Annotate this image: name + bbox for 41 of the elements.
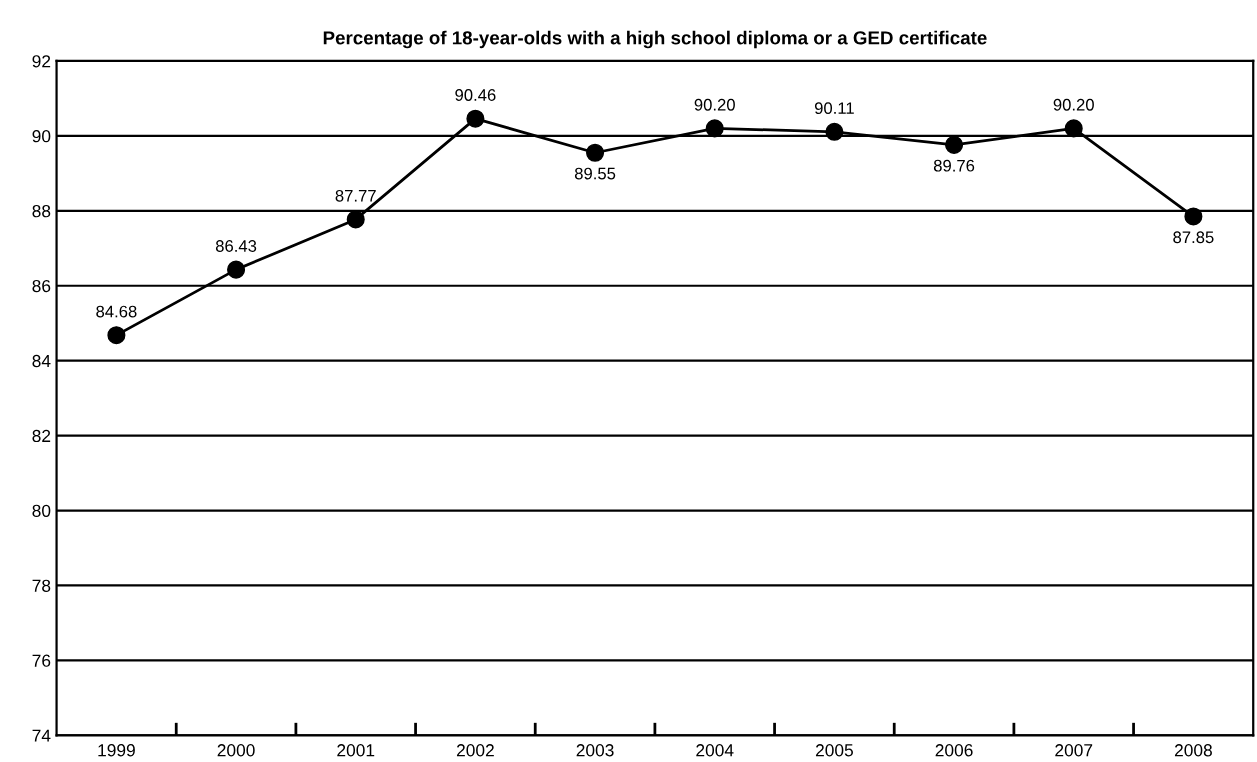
data-label: 90.11 — [814, 102, 854, 115]
x-tick-label: 2007 — [1055, 744, 1093, 757]
point — [825, 122, 844, 141]
x-tick-label: 2003 — [576, 744, 614, 757]
y-tick-label: 78 — [32, 579, 51, 592]
point — [586, 143, 605, 162]
x-tick-label: 2000 — [217, 744, 255, 757]
data-label: 89.76 — [933, 159, 975, 172]
point — [107, 326, 126, 345]
data-label: 87.77 — [335, 189, 376, 202]
data-label: 90.20 — [1053, 98, 1094, 111]
y-tick-label: 86 — [32, 279, 51, 293]
point — [227, 260, 246, 279]
x-tick-label: 2001 — [337, 744, 375, 757]
x-tick-label: 2008 — [1174, 744, 1212, 757]
y-tick-label: 74 — [32, 729, 51, 742]
data-label: 86.43 — [215, 240, 257, 252]
y-tick-label: 92 — [32, 55, 51, 68]
point — [466, 109, 485, 128]
point — [1064, 119, 1083, 138]
chart-title: Percentage of 18-year-olds with a high school diploma or a GED certificate — [323, 30, 987, 49]
point — [1184, 207, 1203, 226]
x-tick-label: 2006 — [935, 744, 973, 757]
point — [945, 135, 964, 154]
y-tick-label: 76 — [32, 654, 51, 667]
y-tick-label: 84 — [32, 354, 51, 368]
x-tick-label: 1999 — [98, 744, 135, 757]
y-tick-label: 88 — [32, 204, 51, 218]
y-tick-label: 82 — [32, 429, 51, 443]
data-label: 84.68 — [96, 305, 137, 318]
data-label: 87.85 — [1173, 231, 1214, 244]
data-label: 89.55 — [574, 167, 616, 180]
x-tick-label: 2004 — [696, 744, 734, 757]
data-label: 90.20 — [694, 98, 735, 111]
point — [705, 119, 724, 138]
x-tick-label: 2005 — [815, 744, 853, 757]
data-label: 90.46 — [455, 89, 496, 101]
point — [346, 210, 365, 229]
x-tick-label: 2002 — [456, 744, 494, 757]
y-tick-label: 90 — [32, 130, 51, 143]
y-tick-label: 80 — [32, 504, 51, 517]
